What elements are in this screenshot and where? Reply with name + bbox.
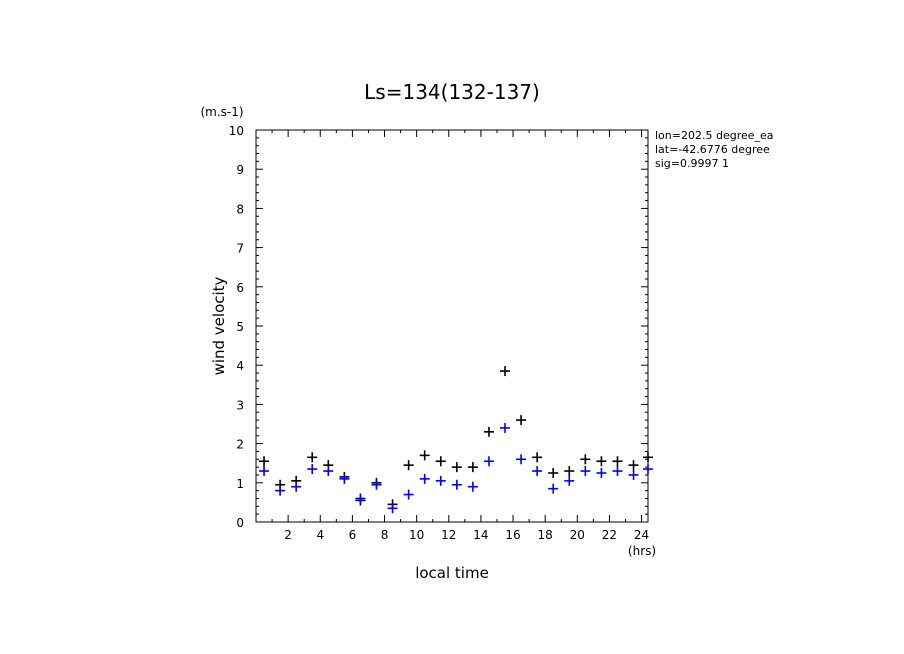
y-tick-label: 5 xyxy=(236,320,244,334)
y-unit-label: (m.s-1) xyxy=(200,105,243,119)
data-point-series-1 xyxy=(516,415,527,426)
y-axis-label: wind velocity xyxy=(210,276,228,375)
data-point-series-2 xyxy=(307,464,318,475)
data-point-series-1 xyxy=(596,456,607,467)
data-point-series-1 xyxy=(451,462,462,473)
y-tick-label: 3 xyxy=(236,398,244,412)
y-tick-label: 8 xyxy=(236,202,244,216)
data-point-series-1 xyxy=(483,426,494,437)
data-point-series-2 xyxy=(275,485,286,496)
x-tick-label: 18 xyxy=(538,528,553,542)
data-point-series-2 xyxy=(403,489,414,500)
y-tick-label: 9 xyxy=(236,163,244,177)
data-point-series-2 xyxy=(596,468,607,478)
data-point-series-2 xyxy=(371,479,382,490)
y-tick-label: 7 xyxy=(236,242,244,256)
data-point-series-1 xyxy=(643,452,653,463)
y-tick-label: 6 xyxy=(236,281,244,295)
x-tick-label: 2 xyxy=(284,528,292,542)
data-point-series-2 xyxy=(419,473,430,484)
info-sig: sig=0.9997 1 xyxy=(655,157,729,170)
data-point-series-1 xyxy=(564,466,575,477)
data-point-series-1 xyxy=(419,450,430,461)
info-lon: lon=202.5 degree_ea xyxy=(655,129,774,142)
data-point-series-2 xyxy=(259,466,270,477)
data-point-series-1 xyxy=(307,452,318,463)
data-point-series-2 xyxy=(643,464,653,475)
chart-title: Ls=134(132-137) xyxy=(364,80,540,104)
data-point-series-2 xyxy=(451,479,462,490)
data-point-series-2 xyxy=(387,503,398,514)
x-tick-label: 24 xyxy=(634,528,649,542)
y-tick-label: 2 xyxy=(236,438,244,452)
data-point-series-1 xyxy=(403,460,414,471)
info-clip-mask xyxy=(780,125,904,175)
data-point-series-2 xyxy=(291,481,302,492)
data-point-series-2 xyxy=(323,466,334,477)
data-point-series-1 xyxy=(532,452,543,463)
data-point-series-1 xyxy=(467,462,478,473)
y-tick-label: 10 xyxy=(229,124,244,138)
x-tick-label: 16 xyxy=(505,528,520,542)
plot-frame xyxy=(255,129,649,523)
x-unit-label: (hrs) xyxy=(628,544,656,558)
x-axis-label: local time xyxy=(415,564,489,582)
data-point-series-2 xyxy=(580,466,591,477)
data-point-series-1 xyxy=(612,456,623,467)
y-tick-label: 1 xyxy=(236,477,244,491)
y-tick-label: 0 xyxy=(236,516,244,530)
data-point-series-2 xyxy=(467,481,478,492)
data-point-series-2 xyxy=(355,493,366,504)
data-point-series-1 xyxy=(435,456,446,467)
x-tick-label: 12 xyxy=(441,528,456,542)
x-tick-label: 4 xyxy=(316,528,324,542)
x-tick-label: 22 xyxy=(602,528,617,542)
x-tick-label: 14 xyxy=(473,528,488,542)
data-point-series-2 xyxy=(435,475,446,486)
x-tick-label: 6 xyxy=(349,528,357,542)
data-point-series-2 xyxy=(548,483,559,494)
data-point-series-2 xyxy=(500,422,511,433)
x-tick-label: 8 xyxy=(381,528,389,542)
info-lat: lat=-42.6776 degree xyxy=(655,143,770,156)
data-point-series-2 xyxy=(628,469,639,480)
data-point-series-1 xyxy=(500,366,511,377)
data-point-series-1 xyxy=(548,468,559,478)
data-point-series-2 xyxy=(516,454,527,465)
data-point-series-1 xyxy=(580,454,591,465)
x-tick-label: 20 xyxy=(570,528,585,542)
data-point-series-2 xyxy=(612,466,623,477)
data-point-series-1 xyxy=(628,460,639,471)
x-tick-label: 10 xyxy=(409,528,424,542)
data-point-series-1 xyxy=(259,456,270,467)
data-marks xyxy=(259,366,653,514)
data-point-series-2 xyxy=(483,456,494,467)
data-point-series-2 xyxy=(564,475,575,486)
data-point-series-2 xyxy=(532,466,543,477)
data-point-series-2 xyxy=(339,473,350,484)
y-tick-label: 4 xyxy=(236,359,244,373)
